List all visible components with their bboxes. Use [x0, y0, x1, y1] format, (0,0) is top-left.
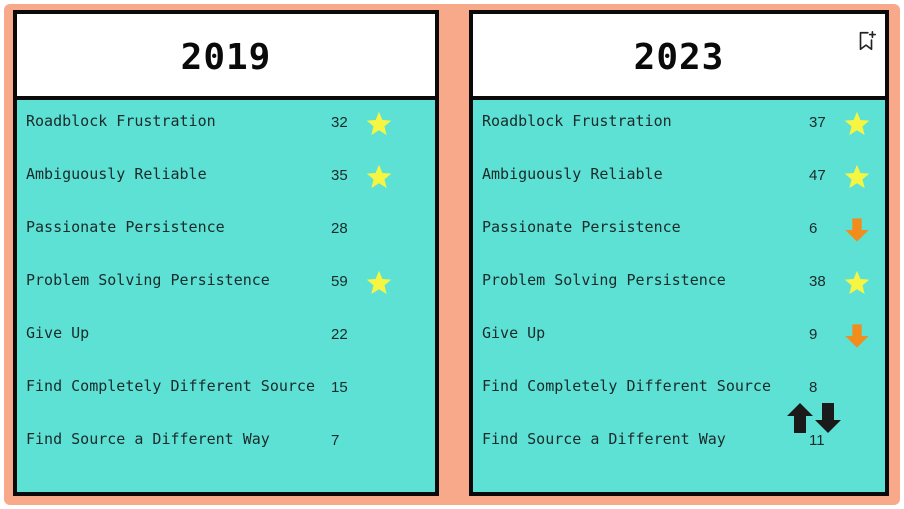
list-item: Problem Solving Persistence 59	[17, 259, 435, 312]
row-label: Give Up	[482, 324, 546, 342]
list-item: Find Completely Different Source 15	[17, 365, 435, 418]
row-value: 22	[331, 326, 348, 343]
list-item: Roadblock Frustration 32	[17, 100, 435, 153]
row-value: 59	[331, 273, 348, 290]
row-value: 38	[809, 273, 826, 290]
list-item: Ambiguously Reliable 35	[17, 153, 435, 206]
list-item: Problem Solving Persistence 38	[473, 259, 885, 312]
row-label: Roadblock Frustration	[26, 112, 216, 130]
row-value: 32	[331, 114, 348, 131]
star-icon	[844, 270, 870, 295]
row-value: 8	[809, 379, 818, 396]
list-item: Give Up 9	[473, 312, 885, 365]
panel-title: 2023	[633, 36, 725, 78]
list-item: Give Up 22	[17, 312, 435, 365]
row-label: Roadblock Frustration	[482, 112, 672, 130]
row-label: Find Completely Different Source	[482, 377, 771, 395]
panel-header: 2023	[473, 14, 885, 100]
row-label: Find Completely Different Source	[26, 377, 315, 395]
row-value: 11	[809, 432, 825, 449]
row-label: Ambiguously Reliable	[482, 165, 663, 183]
list-item: Find Source a Different Way 11	[473, 418, 885, 471]
row-label: Problem Solving Persistence	[482, 271, 726, 289]
panel-2023: 2023 Roadblock Frustration 37 Ambiguousl…	[469, 10, 889, 496]
arrow-down-icon	[845, 218, 869, 242]
list-item: Ambiguously Reliable 47	[473, 153, 885, 206]
row-label: Passionate Persistence	[26, 218, 225, 236]
list-item: Roadblock Frustration 37	[473, 100, 885, 153]
list-item: Find Source a Different Way 7	[17, 418, 435, 471]
star-icon	[366, 270, 392, 295]
row-label: Ambiguously Reliable	[26, 165, 207, 183]
row-label: Problem Solving Persistence	[26, 271, 270, 289]
star-icon	[844, 164, 870, 189]
list-item: Find Completely Different Source 8	[473, 365, 885, 418]
star-icon	[366, 111, 392, 136]
star-icon	[844, 111, 870, 136]
row-value: 28	[331, 220, 348, 237]
up-down-arrows-icon	[787, 403, 841, 433]
row-value: 7	[331, 432, 340, 449]
list-item: Passionate Persistence 6	[473, 206, 885, 259]
star-icon	[366, 164, 392, 189]
row-value: 35	[331, 167, 348, 184]
panel-2019: 2019 Roadblock Frustration 32 Ambiguousl…	[13, 10, 439, 496]
row-value: 47	[809, 167, 826, 184]
row-label: Find Source a Different Way	[26, 430, 270, 448]
row-value: 15	[331, 379, 348, 396]
bookmark-add-icon[interactable]	[855, 30, 877, 52]
row-value: 6	[809, 220, 818, 237]
arrow-down-icon	[845, 324, 869, 348]
row-label: Give Up	[26, 324, 90, 342]
row-label: Find Source a Different Way	[482, 430, 726, 448]
row-value: 9	[809, 326, 818, 343]
panel-title: 2019	[180, 36, 272, 78]
panel-header: 2019	[17, 14, 435, 100]
infographic-frame: 2019 Roadblock Frustration 32 Ambiguousl…	[4, 4, 900, 505]
row-value: 37	[809, 114, 826, 131]
list-item: Passionate Persistence 28	[17, 206, 435, 259]
row-label: Passionate Persistence	[482, 218, 681, 236]
